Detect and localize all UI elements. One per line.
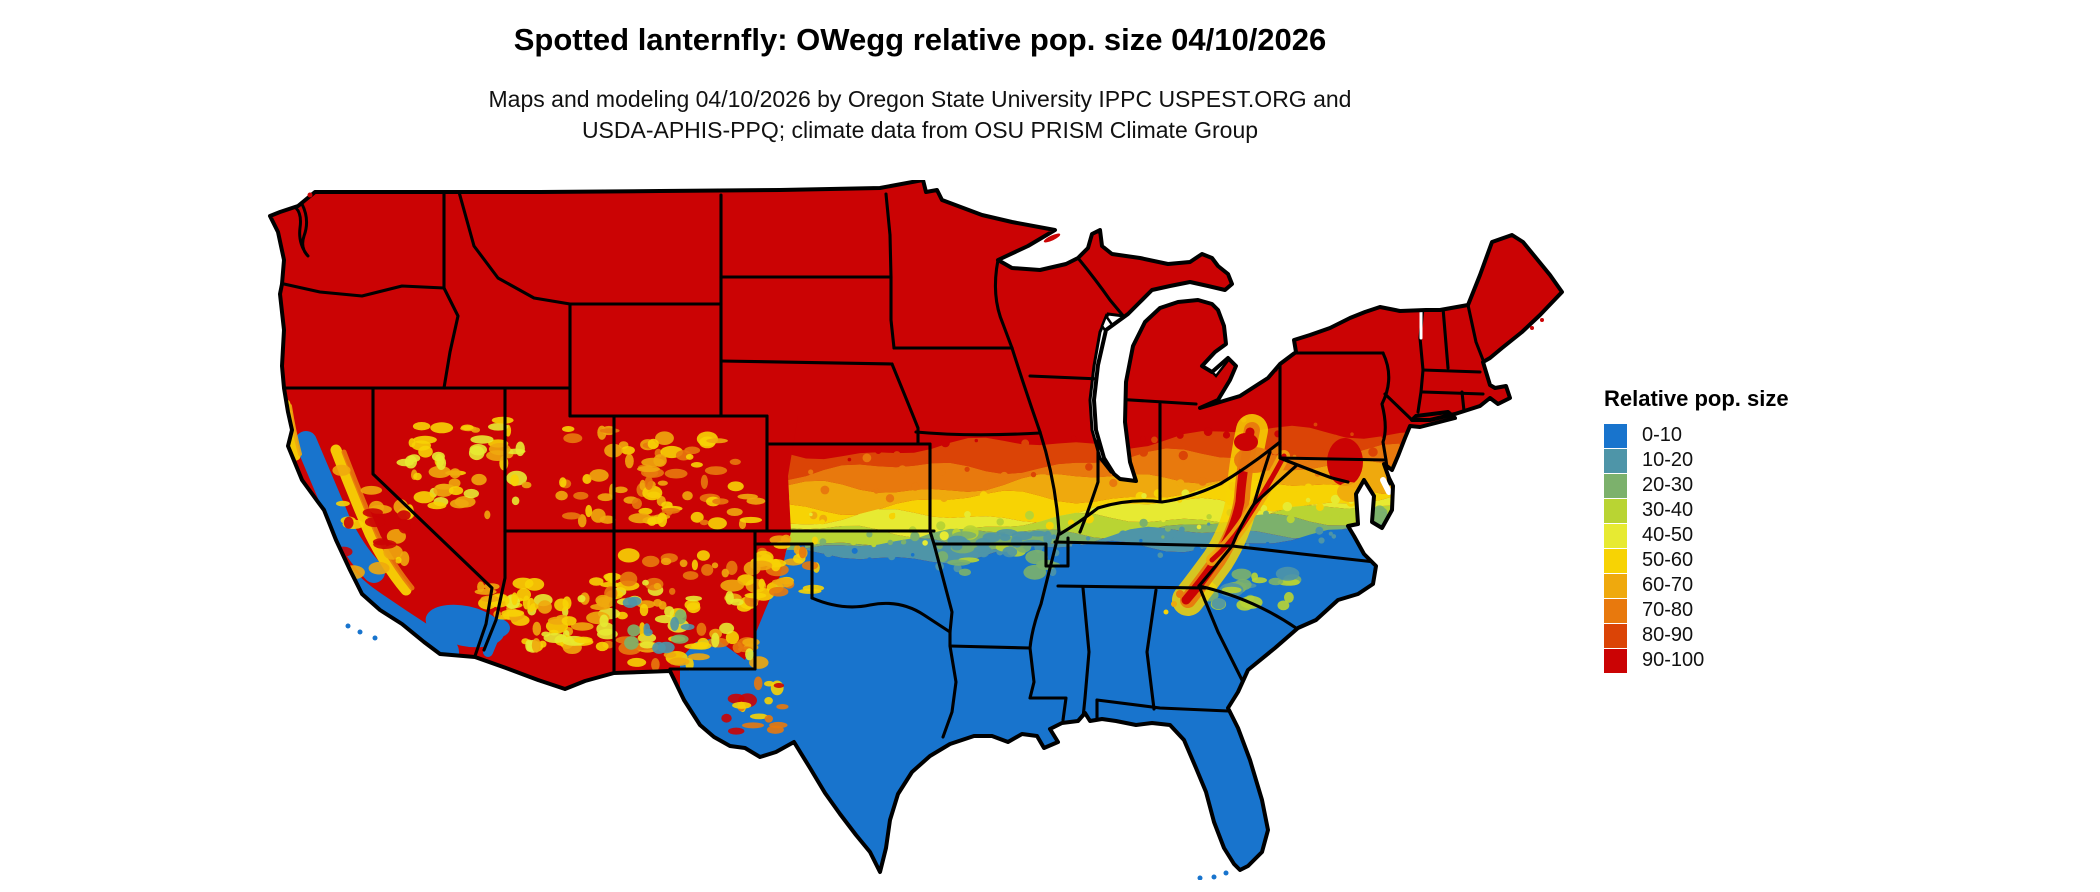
legend-title: Relative pop. size [1604,386,1789,411]
legend-swatch [1604,598,1627,623]
legend-swatch [1604,423,1627,448]
legend-item: 40-50 [1604,523,1789,548]
legend-swatch [1604,573,1627,598]
legend-swatch [1604,623,1627,648]
page-subtitle-line-1: Maps and modeling 04/10/2026 by Oregon S… [488,86,1352,112]
page-title: Spotted lanternfly: OWegg relative pop. … [513,22,1327,57]
us-outline [268,180,1564,874]
legend-item-label: 50-60 [1642,549,1694,571]
legend: Relative pop. size 0-10 10-20 20-30 30-40 40… [1604,386,1789,673]
legend-item: 30-40 [1604,498,1789,523]
legend-swatch [1604,448,1627,473]
legend-items: 0-10 10-20 20-30 30-40 40-50 50-60 60-70 70-80 8… [1604,423,1789,673]
legend-item-label: 70-80 [1642,599,1694,621]
legend-swatch [1604,473,1627,498]
legend-item: 60-70 [1604,573,1789,598]
legend-item: 70-80 [1604,598,1789,623]
legend-item-label: 80-90 [1642,624,1694,646]
legend-swatch [1604,648,1627,673]
legend-item-label: 60-70 [1642,574,1694,596]
us-map [240,180,1570,880]
legend-item-label: 10-20 [1642,449,1694,471]
legend-item-label: 0-10 [1642,424,1683,446]
legend-item: 90-100 [1604,648,1789,673]
legend-item: 20-30 [1604,473,1789,498]
legend-swatch [1604,498,1627,523]
legend-item-label: 90-100 [1642,649,1705,671]
legend-swatch [1604,548,1627,573]
legend-item: 50-60 [1604,548,1789,573]
legend-swatch [1604,523,1627,548]
legend-item-label: 40-50 [1642,524,1694,546]
page-subtitle-line-2: USDA-APHIS-PPQ; climate data from OSU PR… [581,117,1259,143]
us-map-svg [268,180,1564,880]
legend-item-label: 30-40 [1642,499,1694,521]
legend-item-label: 20-30 [1642,474,1694,496]
legend-item: 0-10 [1604,423,1789,448]
legend-item: 10-20 [1604,448,1789,473]
legend-item: 80-90 [1604,623,1789,648]
